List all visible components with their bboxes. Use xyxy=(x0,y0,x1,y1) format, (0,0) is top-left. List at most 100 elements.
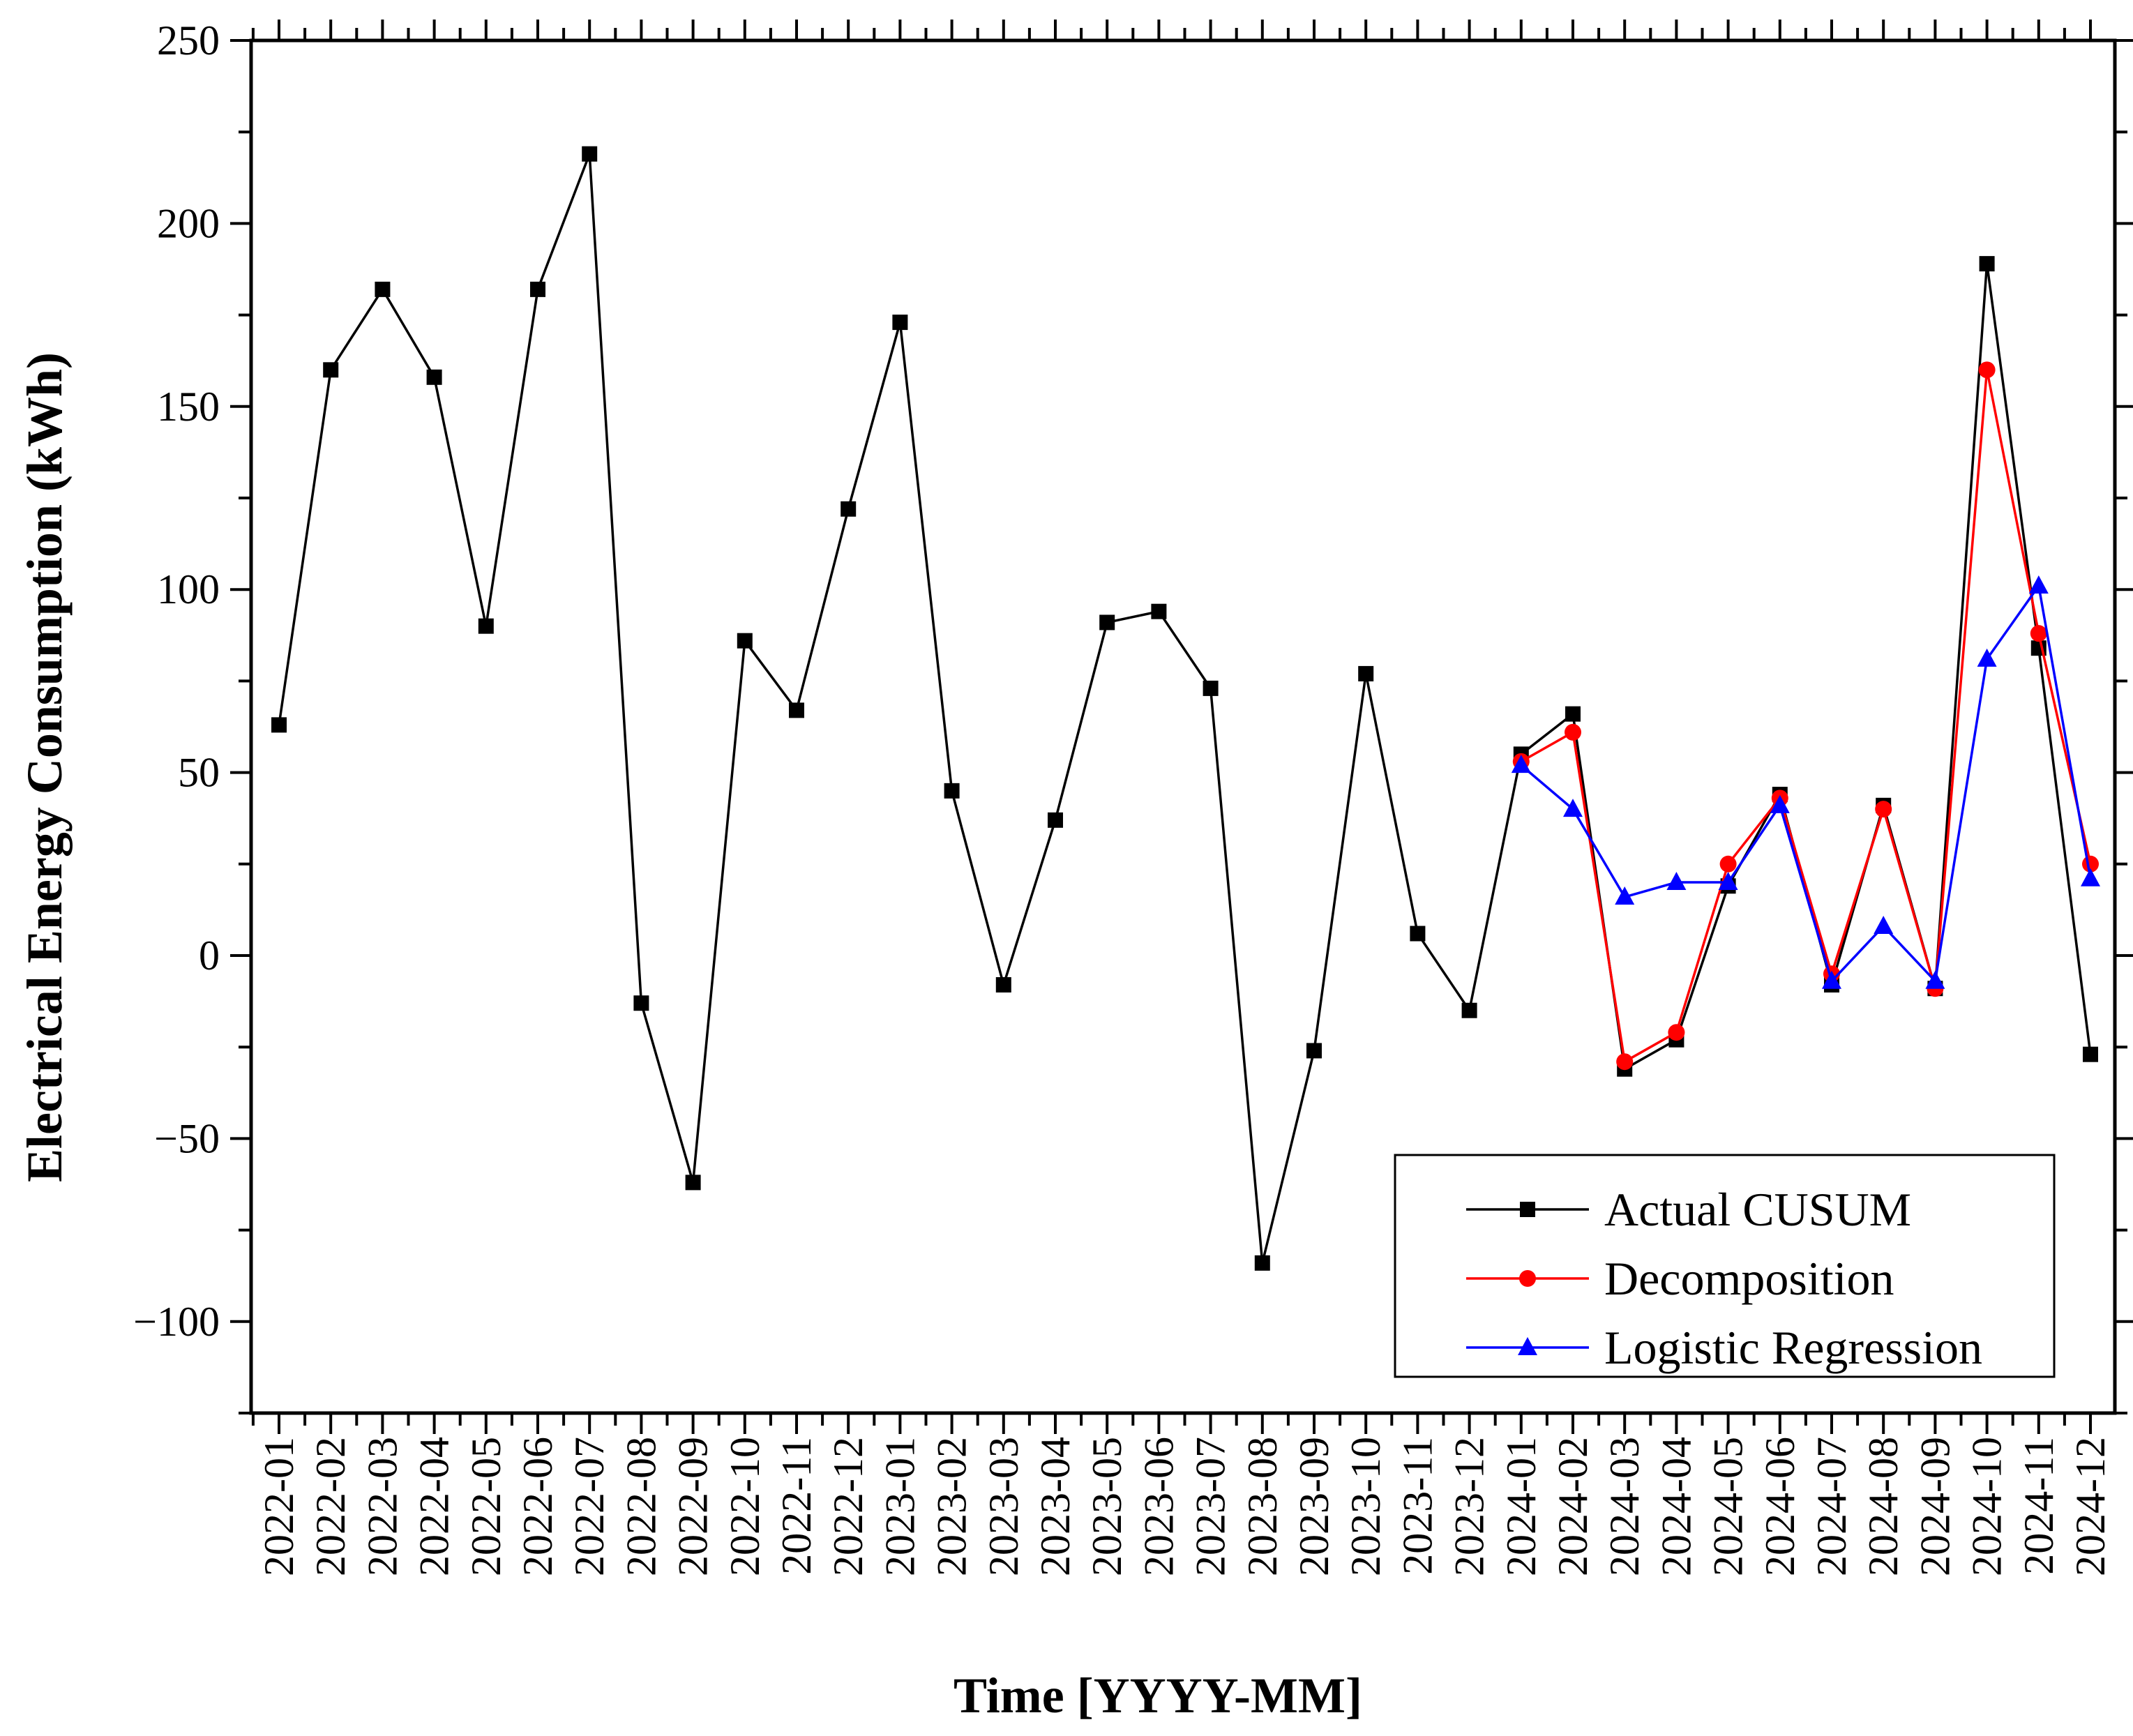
actual-cusum-point xyxy=(892,315,908,331)
plot-frame xyxy=(249,38,2117,1415)
x-tick-label: 2023-01 xyxy=(877,1437,923,1576)
logistic-regression-point xyxy=(1511,755,1531,773)
x-tick-label: 2023-11 xyxy=(1394,1437,1440,1575)
y-tick-label: 250 xyxy=(157,17,220,63)
logistic-regression-point xyxy=(1822,970,1841,989)
actual-cusum-point xyxy=(1306,1043,1322,1059)
logistic-regression-point xyxy=(1563,799,1583,817)
x-tick-label: 2022-02 xyxy=(308,1437,354,1576)
decomposition-point xyxy=(1565,723,1581,741)
decomposition-point xyxy=(1978,361,1996,379)
logistic-regression-point xyxy=(1770,794,1790,813)
actual-cusum-point xyxy=(1203,680,1219,696)
actual-cusum-point xyxy=(1048,812,1063,828)
y-tick-label: 50 xyxy=(178,750,220,796)
x-tick-label: 2022-04 xyxy=(412,1437,458,1576)
y-tick-label: 200 xyxy=(157,200,220,246)
y-tick-label: −50 xyxy=(154,1115,220,1161)
axes xyxy=(249,38,2117,1415)
actual-cusum-point xyxy=(426,369,442,385)
decomposition-line xyxy=(1520,369,2092,1064)
actual-cusum-point xyxy=(841,501,857,517)
x-tick-label: 2024-10 xyxy=(1964,1437,2010,1576)
legend-label-decomposition: Decomposition xyxy=(1604,1252,1894,1305)
decomposition-point xyxy=(1616,1053,1634,1071)
x-tick-label: 2024-03 xyxy=(1601,1437,1648,1576)
actual-cusum-point xyxy=(633,995,649,1011)
x-tick-label: 2022-07 xyxy=(566,1437,612,1576)
y-tick-label: 0 xyxy=(199,933,220,979)
y-tick-label: 100 xyxy=(157,566,220,612)
x-tick-label: 2023-03 xyxy=(981,1437,1027,1576)
actual-cusum-point xyxy=(737,633,753,649)
actual-cusum-point xyxy=(1151,603,1167,619)
decomposition-point xyxy=(2030,625,2047,642)
x-tick-label: 2023-08 xyxy=(1239,1437,1286,1576)
actual-cusum-point xyxy=(1099,614,1115,631)
x-tick-label: 2024-01 xyxy=(1498,1437,1544,1576)
actual-cusum-point xyxy=(1565,706,1581,722)
x-tick-label: 2023-10 xyxy=(1343,1437,1389,1576)
decomposition-point xyxy=(1719,855,1737,873)
actual-cusum-point xyxy=(582,146,598,162)
legend: Actual CUSUM Decomposition Logistic Regres… xyxy=(1394,1154,2056,1378)
actual-cusum-point xyxy=(1461,1002,1477,1018)
actual-cusum-point xyxy=(478,618,494,634)
logistic-regression-point xyxy=(2028,575,2049,594)
actual-cusum-series xyxy=(271,146,2098,1271)
actual-cusum-line xyxy=(278,153,2092,1264)
y-tick-label: −100 xyxy=(133,1299,220,1345)
x-tick-label: 2023-04 xyxy=(1032,1437,1078,1576)
x-tick-label: 2024-12 xyxy=(2067,1437,2113,1576)
x-tick-label: 2023-09 xyxy=(1291,1437,1337,1576)
x-tick-label: 2024-06 xyxy=(1757,1437,1803,1576)
logistic-regression-point xyxy=(1925,970,1945,989)
logistic-regression-point xyxy=(1615,886,1635,905)
actual-cusum-point xyxy=(1358,665,1374,681)
x-tick-label: 2023-06 xyxy=(1136,1437,1182,1576)
actual-cusum-point xyxy=(1254,1255,1270,1271)
decomposition-point xyxy=(1875,801,1892,818)
actual-cusum-point xyxy=(995,976,1011,992)
actual-cusum-point xyxy=(789,702,804,718)
x-tick-label: 2022-03 xyxy=(359,1437,405,1576)
actual-cusum-point xyxy=(2083,1046,2098,1062)
x-tick-label: 2023-12 xyxy=(1447,1437,1493,1576)
actual-cusum-point xyxy=(323,362,339,378)
logistic-regression-point xyxy=(1977,648,1997,667)
x-tick-label: 2022-08 xyxy=(618,1437,664,1576)
decomposition-point xyxy=(1668,1024,1685,1041)
y-axis-title: Electrical Energy Consumption (kWh) xyxy=(17,352,73,1182)
logistic-regression-line xyxy=(1520,582,2092,984)
logistic-regression-series xyxy=(1511,575,2100,989)
x-tick-label: 2023-07 xyxy=(1188,1437,1234,1576)
logistic-regression-point xyxy=(1718,872,1738,891)
x-tick-label: 2024-08 xyxy=(1860,1437,1906,1576)
x-tick-label: 2022-05 xyxy=(463,1437,509,1576)
y-tick-label: 150 xyxy=(157,384,220,430)
legend-label-logistic-regression: Logistic Regression xyxy=(1604,1321,1982,1374)
actual-cusum-point xyxy=(1410,926,1426,942)
logistic-regression-point xyxy=(1874,916,1894,935)
legend-label-actual-cusum: Actual CUSUM xyxy=(1604,1183,1911,1236)
x-tick-label: 2024-02 xyxy=(1550,1437,1596,1576)
x-tick-label: 2024-09 xyxy=(1912,1437,1958,1576)
x-tick-label: 2022-11 xyxy=(774,1437,820,1575)
x-axis-title: Time [YYYY-MM] xyxy=(954,1668,1362,1723)
actual-cusum-point xyxy=(1979,256,1995,272)
actual-cusum-point xyxy=(530,281,545,297)
x-tick-label: 2023-05 xyxy=(1084,1437,1130,1576)
actual-cusum-point xyxy=(271,717,287,733)
logistic-regression-point xyxy=(2081,868,2100,886)
x-tick-label: 2022-12 xyxy=(825,1437,871,1576)
x-tick-label: 2022-09 xyxy=(670,1437,716,1576)
legend-marker-actual-cusum xyxy=(1520,1202,1535,1217)
decomposition-series xyxy=(1512,361,2099,1071)
x-tick-label: 2024-05 xyxy=(1705,1437,1751,1576)
legend-marker-logistic-regression xyxy=(1518,1337,1537,1355)
x-tick-label: 2023-02 xyxy=(929,1437,975,1576)
x-tick-label: 2022-06 xyxy=(515,1437,561,1576)
actual-cusum-point xyxy=(944,783,960,799)
